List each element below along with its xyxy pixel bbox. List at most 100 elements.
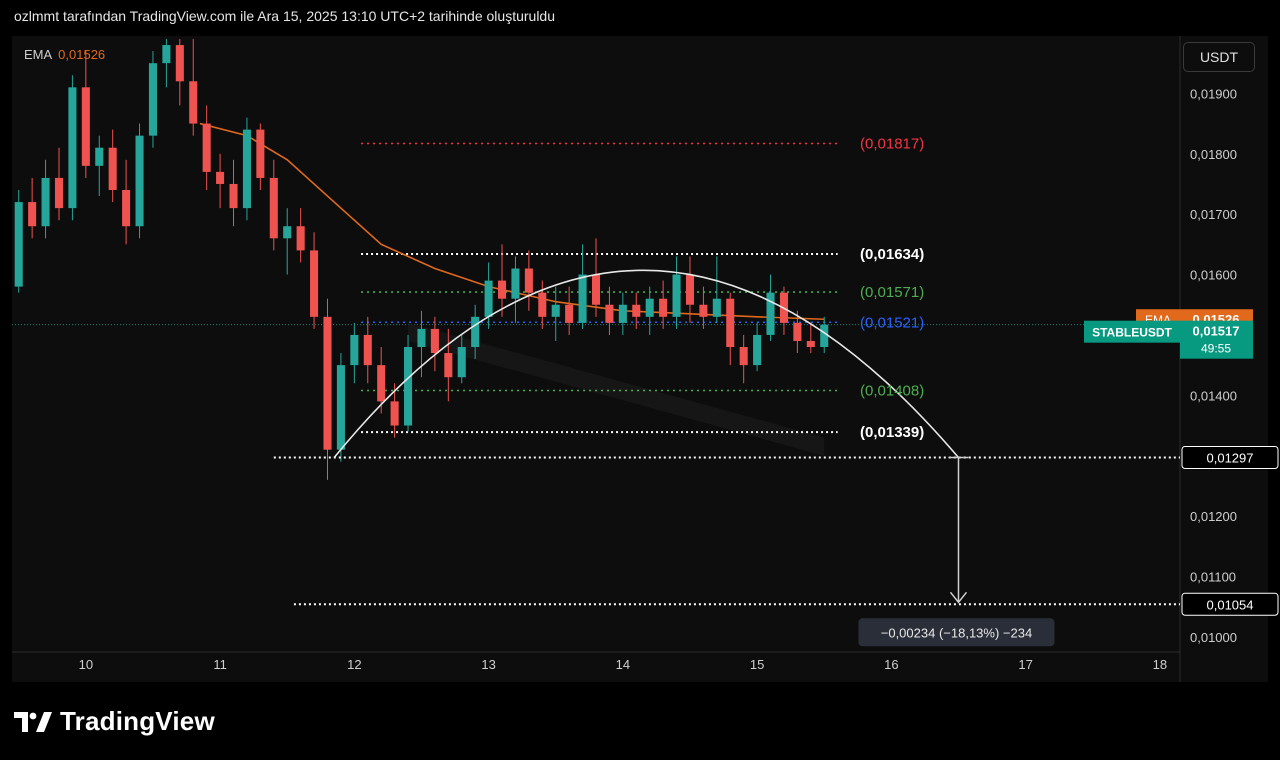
y-tick-label: 0,01600 (1190, 268, 1237, 283)
range-price-badge (1181, 592, 1279, 616)
ema-legend-name: EMA (24, 47, 53, 62)
x-tick-label: 13 (481, 657, 495, 672)
candle-body (54, 177, 64, 209)
level-label: (0,01339) (860, 424, 924, 441)
measure-label-box (858, 618, 1055, 647)
candle-body (242, 129, 251, 209)
x-tick-label: 15 (750, 657, 764, 672)
channel-shading (408, 322, 825, 456)
candle-body (712, 298, 721, 317)
plot-area (12, 39, 1180, 480)
candle-body (524, 268, 533, 293)
candle-body (404, 347, 413, 426)
measure-arrowhead (949, 591, 968, 604)
y-tick-label: 0,01400 (1190, 388, 1237, 403)
y-tick-label: 0,01700 (1190, 207, 1237, 222)
y-tick-label: 0,01100 (1190, 570, 1236, 585)
x-tick-label: 16 (884, 657, 898, 672)
candle-body (175, 45, 184, 82)
chart-header-title: ozlmmt tarafından TradingView.com ile Ar… (14, 8, 555, 24)
x-tick-label: 18 (1153, 657, 1167, 672)
candle-body (685, 274, 695, 305)
ema-legend[interactable]: EMA 0,01526 (24, 47, 105, 62)
candle-body (336, 365, 345, 450)
rounding-top-arc (333, 269, 960, 459)
candle-body (189, 81, 198, 124)
candle-body (471, 316, 480, 348)
candle-body (457, 347, 466, 378)
level-label: (0,01817) (860, 135, 924, 152)
candle-body (551, 304, 560, 317)
last-price-value: 0,01517 (1193, 324, 1240, 339)
candle-body (202, 123, 211, 172)
range-price-label: 0,01297 (1207, 451, 1254, 466)
candle-body (605, 304, 614, 323)
range-price-badge (1181, 446, 1279, 470)
tradingview-brand-text: TradingView (60, 706, 215, 736)
x-tick-label: 14 (616, 657, 630, 672)
candle-body (632, 304, 641, 317)
ema-legend-value: 0,01526 (58, 47, 106, 62)
candle-body (645, 298, 654, 317)
candle-body (216, 171, 225, 184)
candle-body (417, 328, 426, 348)
candle-body (390, 401, 399, 426)
candle-body (806, 340, 815, 348)
candle-body (122, 190, 131, 227)
candle-body (377, 365, 386, 402)
candle-body (511, 268, 520, 299)
candle-body (484, 280, 493, 317)
candle-body (95, 147, 104, 166)
candle-body (497, 280, 507, 299)
candle-body (296, 226, 305, 251)
candle-body (565, 304, 574, 323)
candle-body (41, 177, 50, 227)
candle-body (793, 322, 802, 341)
x-tick-label: 11 (213, 657, 227, 672)
currency-unit-button[interactable]: USDT (1183, 42, 1255, 72)
y-tick-label: 0,01000 (1190, 630, 1237, 645)
level-label: (0,01571) (860, 284, 924, 301)
tradingview-logo-icon (14, 711, 52, 732)
x-tick-label: 12 (347, 657, 361, 672)
chart-panel[interactable] (12, 36, 1268, 682)
x-tick-label: 10 (79, 657, 93, 672)
y-tick-label: 0,01200 (1190, 509, 1237, 524)
candle-body (269, 177, 278, 239)
candle-body (739, 347, 748, 366)
candle-body (229, 183, 238, 209)
candle-body (148, 63, 157, 136)
candle-body (256, 129, 265, 178)
measure-label: −0,00234 (−18,13%) −234 (881, 625, 1032, 640)
bar-countdown: 49:55 (1201, 342, 1231, 356)
level-label: (0,01634) (860, 246, 924, 263)
candle-body (672, 274, 681, 317)
candle-body (68, 87, 77, 209)
candle-body (363, 334, 372, 366)
candle-body (578, 274, 587, 323)
candle-body (753, 334, 762, 366)
candle-body (81, 87, 90, 166)
candle-body (135, 135, 144, 227)
candle-body (350, 334, 359, 366)
range-price-label: 0,01054 (1207, 597, 1254, 612)
level-label: (0,01521) (860, 314, 924, 331)
candle-body (444, 353, 453, 378)
candle-body (310, 250, 319, 317)
candle-body (699, 304, 708, 317)
candle-body (14, 202, 23, 287)
candle-body (28, 202, 37, 227)
candle-body (108, 147, 117, 190)
y-tick-label: 0,01800 (1190, 147, 1237, 162)
candle-body (430, 328, 439, 354)
symbol-badge-box (1084, 320, 1180, 343)
candle-body (283, 226, 292, 239)
candle-body (820, 324, 829, 348)
candle-body (323, 316, 332, 450)
brand-footer: TradingView (14, 706, 215, 737)
last-price-badge-box (1180, 320, 1253, 359)
y-tick-label: 0,01900 (1190, 86, 1237, 101)
x-tick-label: 17 (1018, 657, 1032, 672)
candle-body (591, 274, 601, 305)
